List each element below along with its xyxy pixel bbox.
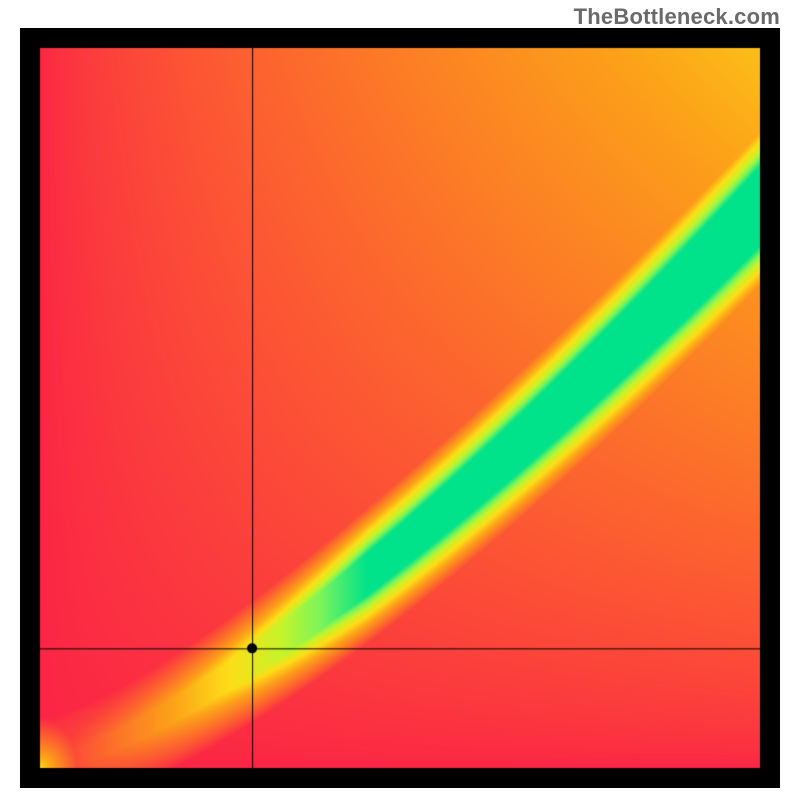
- root: TheBottleneck.com: [0, 0, 800, 800]
- watermark-text: TheBottleneck.com: [574, 4, 780, 30]
- plot-frame: [20, 28, 780, 788]
- heatmap-canvas: [20, 28, 780, 788]
